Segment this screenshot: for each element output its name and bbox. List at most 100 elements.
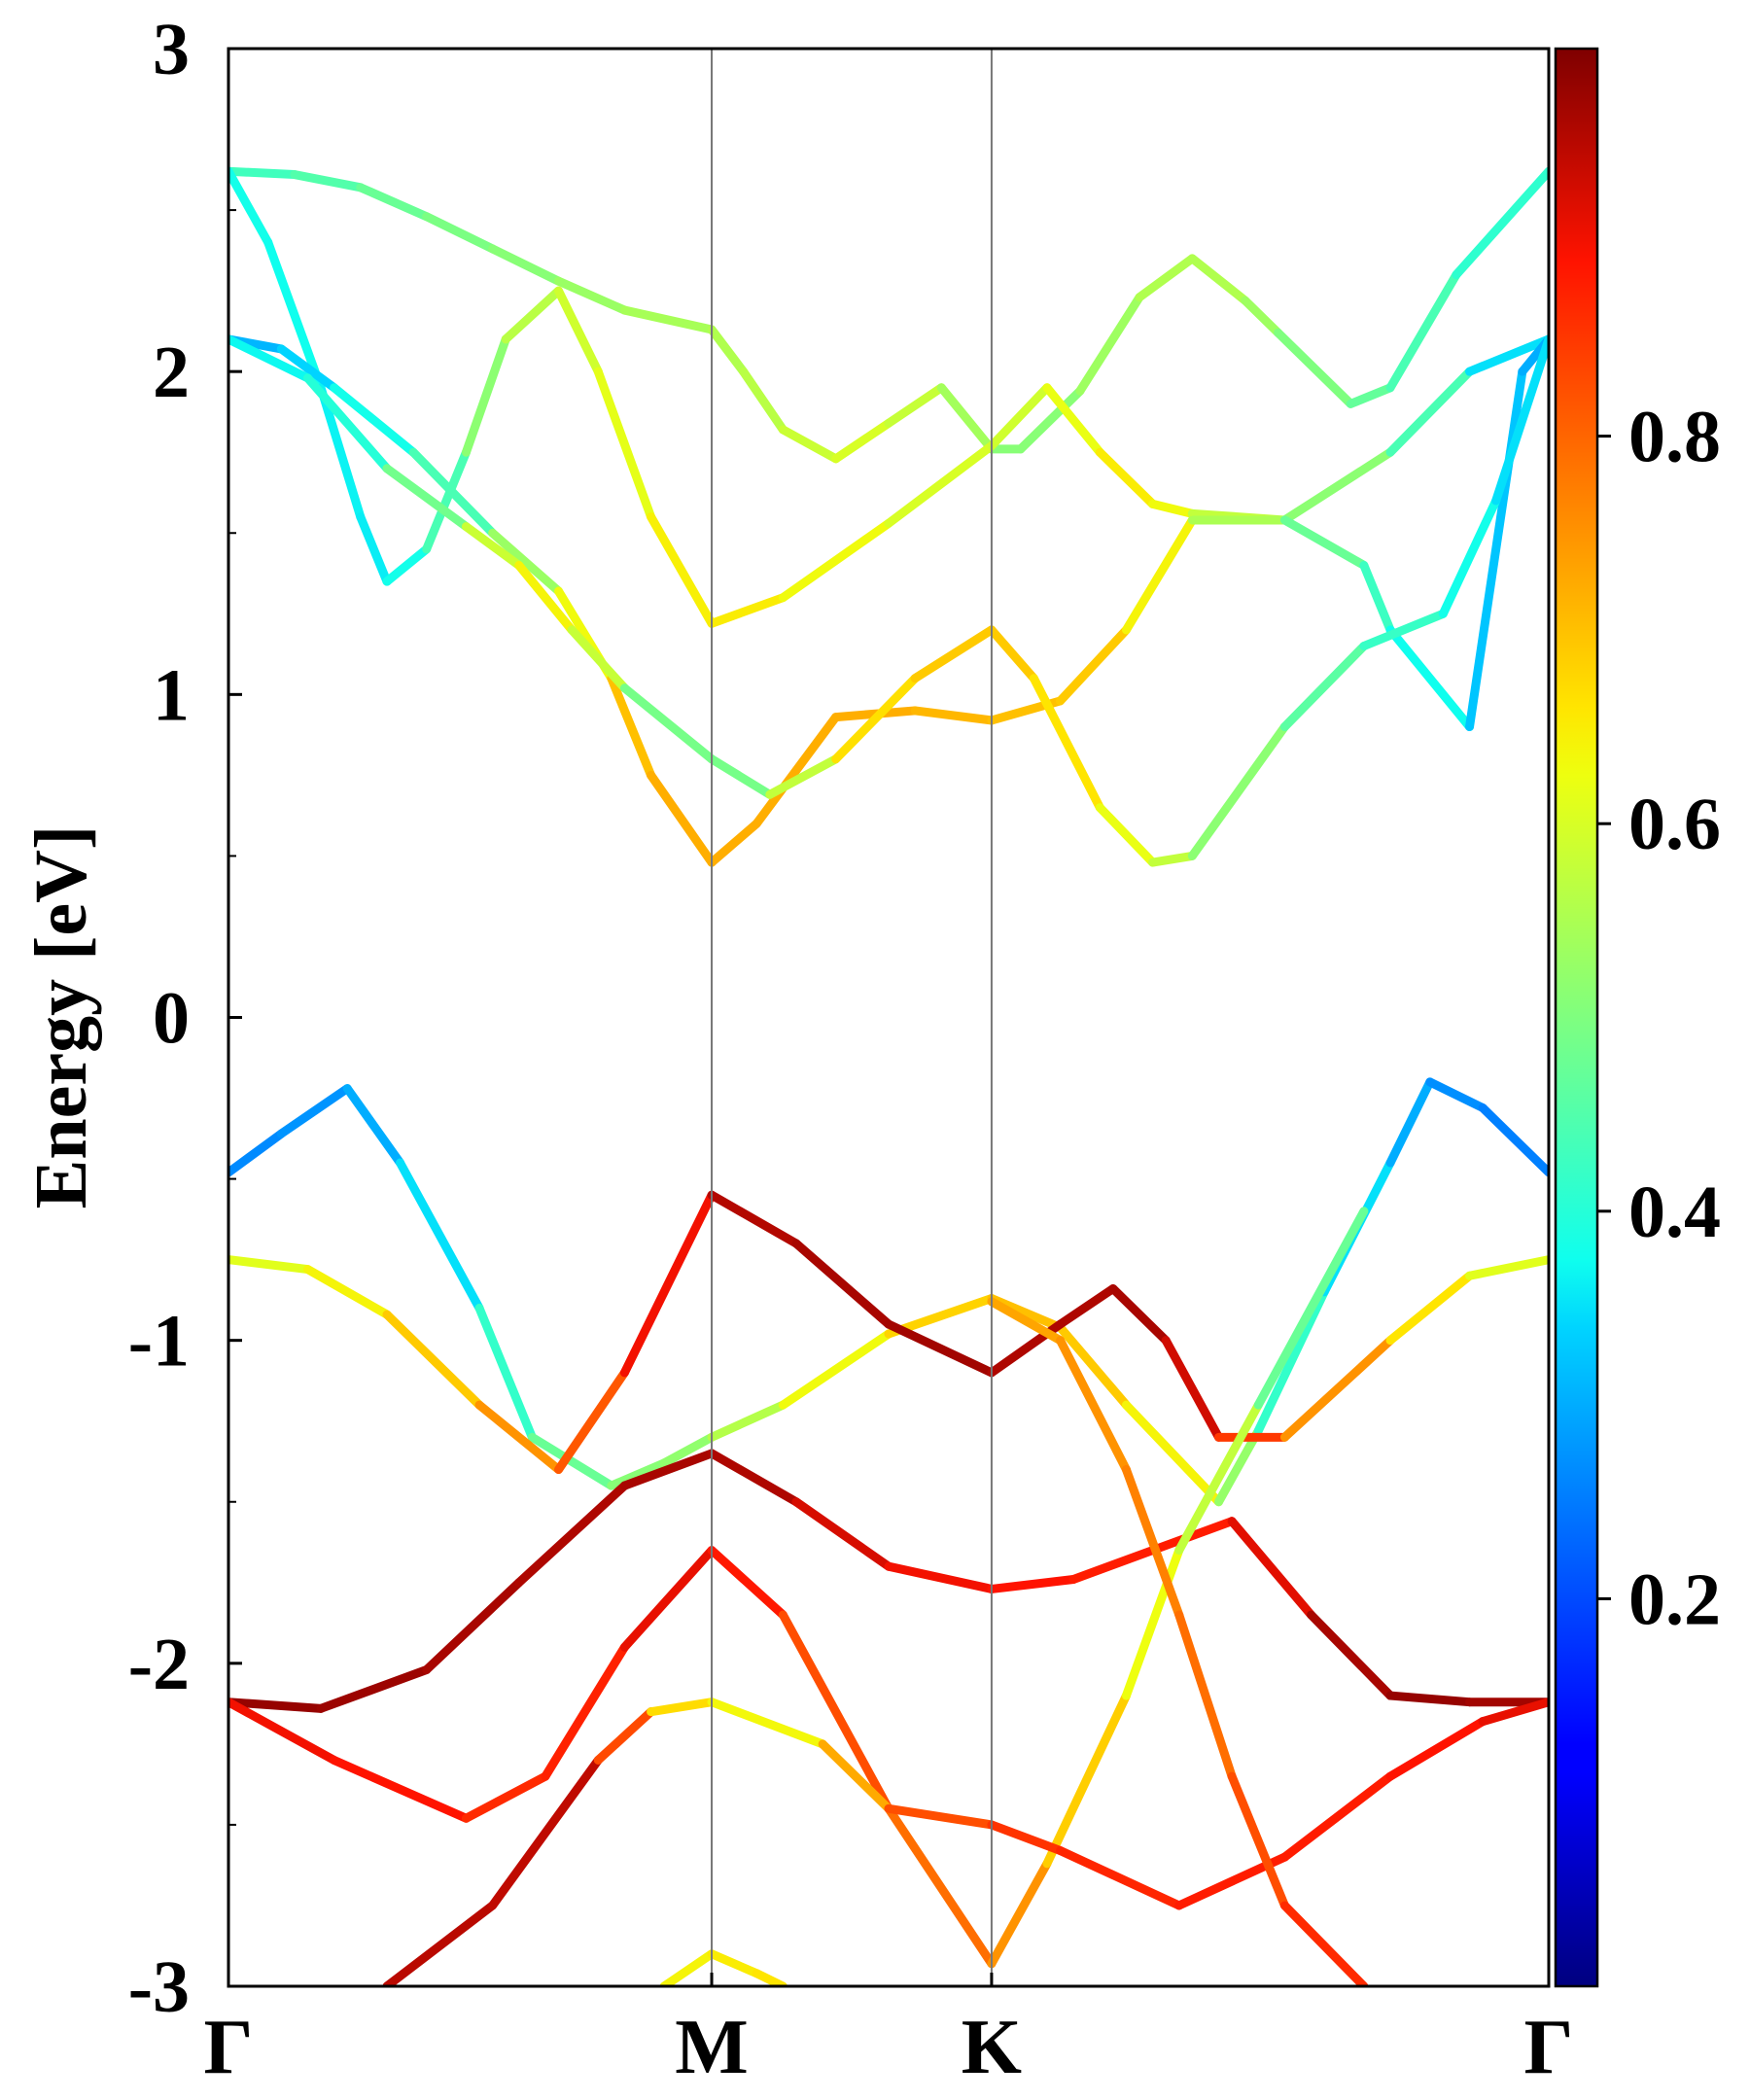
band-segment xyxy=(791,1239,893,1329)
band-segment xyxy=(987,1297,1066,1346)
band-segment xyxy=(316,383,366,522)
band-segment xyxy=(707,1400,788,1442)
band-segment xyxy=(1095,803,1158,867)
band-lines xyxy=(228,166,1549,1986)
band-segment xyxy=(1056,1845,1184,1910)
band-segment xyxy=(1452,166,1549,280)
band-segment xyxy=(567,625,629,693)
band-segment xyxy=(228,166,299,180)
band-segment xyxy=(1042,383,1104,457)
band-segment xyxy=(382,1901,498,1986)
band-segment xyxy=(396,1158,484,1312)
band-segment xyxy=(1121,1546,1184,1700)
x-tick-label: M xyxy=(675,2005,749,2090)
band-segment xyxy=(1359,560,1395,635)
band-segment xyxy=(647,1698,717,1717)
band-segment xyxy=(1253,1287,1329,1436)
band-segment xyxy=(382,544,432,586)
y-axis-ticks: -3 -2 -1 0 1 2 3 xyxy=(128,9,242,2028)
band-segment xyxy=(330,1755,471,1823)
band-segment xyxy=(1042,1691,1131,1869)
band-segment xyxy=(1174,1610,1237,1781)
band-segment xyxy=(1279,642,1369,732)
band-segment xyxy=(884,1803,997,1969)
band-segment xyxy=(1121,1400,1223,1507)
band-segment xyxy=(1253,1207,1369,1410)
band-segment xyxy=(593,367,656,522)
band-segment xyxy=(1465,367,1527,732)
band-segment xyxy=(1274,328,1355,408)
band-segment xyxy=(647,512,717,628)
band-segment xyxy=(1056,625,1131,706)
band-segment xyxy=(461,522,524,570)
x-tick-label: K xyxy=(962,2005,1022,2090)
band-segment xyxy=(707,1949,761,1978)
band-segment xyxy=(607,674,656,780)
band-segment xyxy=(1279,1771,1395,1862)
band-segment xyxy=(514,560,577,635)
band-segment xyxy=(290,170,366,192)
band-segment xyxy=(884,383,946,428)
band-segment xyxy=(461,1771,550,1823)
band-segment xyxy=(356,512,392,586)
band-segment xyxy=(1279,1336,1395,1442)
band-segment xyxy=(1279,447,1395,525)
band-segment xyxy=(501,286,563,344)
band-segment xyxy=(791,1497,893,1571)
band-segment xyxy=(607,1458,669,1490)
band-6 xyxy=(228,1190,1549,1475)
band-segment xyxy=(884,1561,997,1593)
y-tick-label: -3 xyxy=(128,1946,190,2028)
band-segment xyxy=(831,418,893,464)
band-segment xyxy=(707,593,788,628)
band-segment xyxy=(752,1969,788,1986)
band-segment xyxy=(1108,1284,1171,1346)
band-segment xyxy=(987,1574,1078,1593)
band-segment xyxy=(936,383,997,454)
band-segment xyxy=(1121,515,1197,635)
band-4 xyxy=(228,334,1549,867)
band-segment xyxy=(1187,254,1250,305)
band-segment xyxy=(1148,499,1197,518)
band-segment xyxy=(1121,1465,1184,1620)
band-segment xyxy=(1279,515,1369,570)
band-segment xyxy=(1438,496,1501,618)
band-segment xyxy=(1056,1322,1131,1410)
band-segment xyxy=(1385,1717,1488,1781)
band-segment xyxy=(1491,334,1549,506)
band-segment xyxy=(1174,1400,1263,1556)
band-segment xyxy=(1148,1517,1237,1556)
x-tick-label: Γ xyxy=(204,2005,254,2090)
band-segment xyxy=(1359,609,1448,651)
band-segment xyxy=(1385,1077,1435,1168)
band-segment xyxy=(1478,1698,1549,1727)
band-segment xyxy=(593,1707,656,1765)
band-segment xyxy=(554,286,603,376)
band-segment xyxy=(910,625,997,683)
band-segment xyxy=(818,1739,893,1813)
band-segment xyxy=(707,754,775,799)
band-segment xyxy=(884,1803,997,1830)
band-segment xyxy=(1161,1336,1223,1442)
band-segment xyxy=(778,425,841,464)
band-segment xyxy=(707,325,749,376)
band-segment xyxy=(707,1449,801,1507)
band-segment xyxy=(356,183,432,222)
band-5 xyxy=(228,1077,1549,1507)
y-tick-label: 1 xyxy=(153,654,190,736)
band-segment xyxy=(987,625,1038,683)
band-segment xyxy=(619,683,717,764)
band-segment xyxy=(263,237,326,393)
band-segment xyxy=(659,1949,717,1986)
band-9 xyxy=(382,1698,1549,1986)
band-segment xyxy=(488,528,563,596)
band-segment xyxy=(342,1084,405,1168)
band-segment xyxy=(910,706,997,725)
band-segment xyxy=(884,1319,997,1378)
band-segment xyxy=(619,1546,717,1652)
band-segment xyxy=(228,1255,312,1275)
band-segment xyxy=(619,1449,717,1490)
band-segment xyxy=(527,1432,616,1490)
y-tick-label: 0 xyxy=(153,978,190,1060)
band-segment xyxy=(408,447,498,538)
